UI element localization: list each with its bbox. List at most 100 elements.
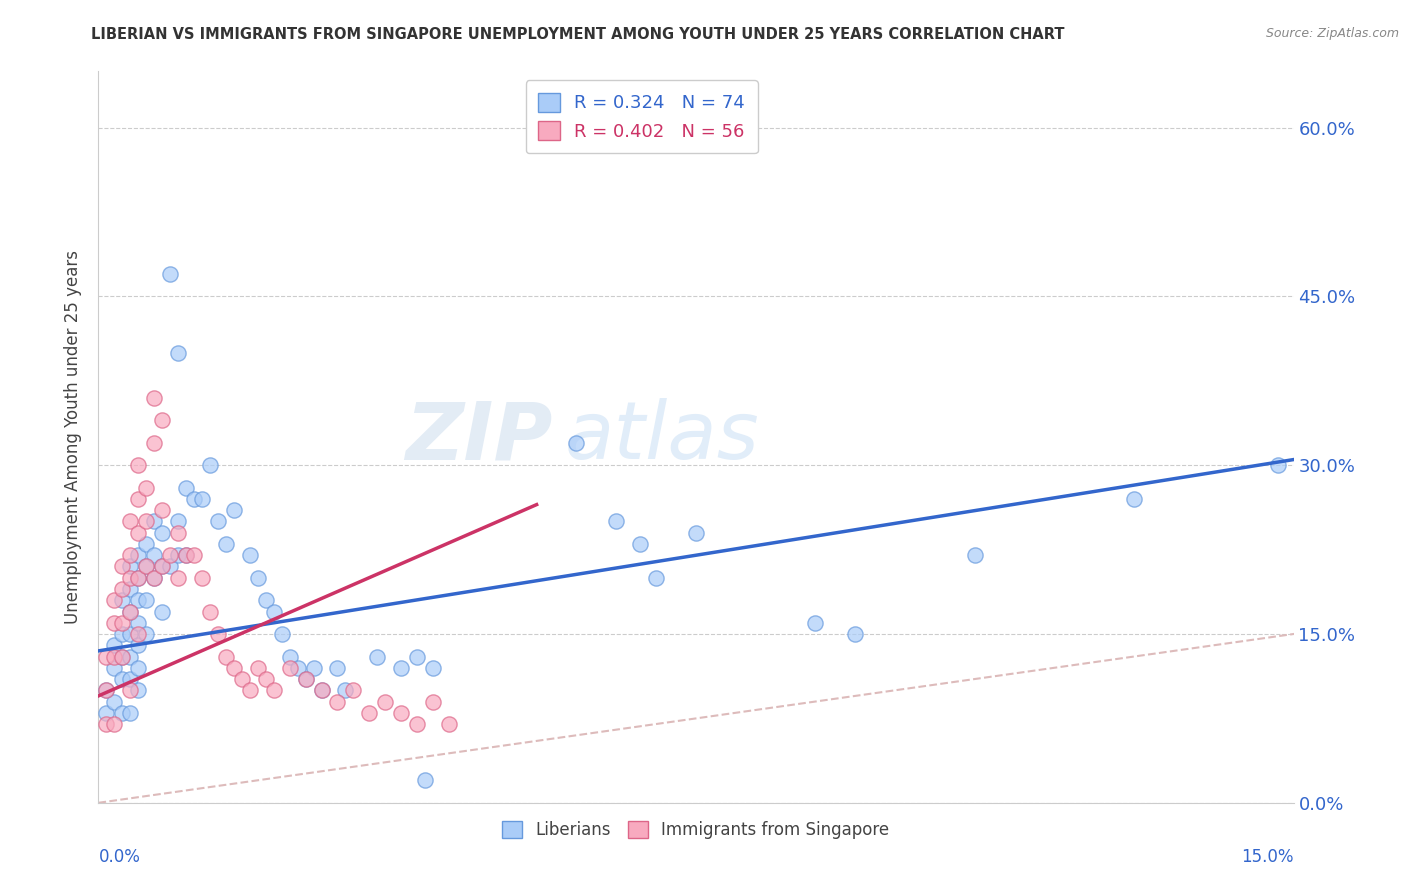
- Point: [311, 683, 333, 698]
- Point: [135, 515, 157, 529]
- Point: [366, 649, 388, 664]
- Point: [246, 571, 269, 585]
- Point: [422, 694, 444, 708]
- Point: [413, 773, 436, 788]
- Point: [111, 627, 134, 641]
- Point: [120, 515, 142, 529]
- Point: [263, 683, 285, 698]
- Point: [804, 615, 827, 630]
- Point: [96, 683, 118, 698]
- Point: [143, 548, 166, 562]
- Point: [127, 491, 149, 506]
- Point: [215, 649, 238, 664]
- Point: [120, 672, 142, 686]
- Point: [645, 571, 668, 585]
- Point: [150, 559, 173, 574]
- Point: [342, 683, 364, 698]
- Point: [183, 491, 205, 506]
- Point: [103, 661, 125, 675]
- Point: [111, 672, 134, 686]
- Point: [963, 548, 986, 562]
- Point: [326, 661, 349, 675]
- Point: [96, 717, 118, 731]
- Point: [135, 559, 157, 574]
- Point: [406, 649, 429, 664]
- Point: [207, 515, 229, 529]
- Point: [127, 627, 149, 641]
- Point: [231, 672, 253, 686]
- Point: [127, 615, 149, 630]
- Point: [127, 638, 149, 652]
- Point: [143, 571, 166, 585]
- Point: [191, 571, 214, 585]
- Point: [263, 605, 285, 619]
- Point: [111, 706, 134, 720]
- Point: [103, 694, 125, 708]
- Point: [103, 649, 125, 664]
- Point: [127, 571, 149, 585]
- Point: [278, 661, 301, 675]
- Point: [254, 593, 277, 607]
- Point: [111, 559, 134, 574]
- Point: [159, 267, 181, 281]
- Point: [198, 458, 221, 473]
- Point: [135, 537, 157, 551]
- Point: [239, 548, 262, 562]
- Point: [159, 548, 181, 562]
- Point: [422, 661, 444, 675]
- Point: [239, 683, 262, 698]
- Text: atlas: atlas: [565, 398, 759, 476]
- Point: [254, 672, 277, 686]
- Point: [685, 525, 707, 540]
- Point: [135, 559, 157, 574]
- Point: [326, 694, 349, 708]
- Point: [96, 683, 118, 698]
- Point: [96, 706, 118, 720]
- Point: [120, 649, 142, 664]
- Point: [844, 627, 866, 641]
- Point: [374, 694, 396, 708]
- Point: [120, 683, 142, 698]
- Point: [191, 491, 214, 506]
- Text: ZIP: ZIP: [405, 398, 553, 476]
- Point: [135, 481, 157, 495]
- Point: [406, 717, 429, 731]
- Legend: Liberians, Immigrants from Singapore: Liberians, Immigrants from Singapore: [496, 814, 896, 846]
- Point: [222, 503, 245, 517]
- Point: [302, 661, 325, 675]
- Point: [103, 615, 125, 630]
- Point: [111, 593, 134, 607]
- Point: [120, 571, 142, 585]
- Point: [103, 638, 125, 652]
- Point: [167, 571, 190, 585]
- Point: [143, 515, 166, 529]
- Text: Source: ZipAtlas.com: Source: ZipAtlas.com: [1265, 27, 1399, 40]
- Point: [127, 571, 149, 585]
- Point: [150, 605, 173, 619]
- Point: [111, 615, 134, 630]
- Point: [287, 661, 309, 675]
- Point: [111, 649, 134, 664]
- Point: [103, 593, 125, 607]
- Point: [120, 627, 142, 641]
- Point: [120, 559, 142, 574]
- Point: [96, 649, 118, 664]
- Point: [215, 537, 238, 551]
- Point: [359, 706, 381, 720]
- Point: [437, 717, 460, 731]
- Text: LIBERIAN VS IMMIGRANTS FROM SINGAPORE UNEMPLOYMENT AMONG YOUTH UNDER 25 YEARS CO: LIBERIAN VS IMMIGRANTS FROM SINGAPORE UN…: [91, 27, 1064, 42]
- Point: [167, 548, 190, 562]
- Point: [174, 548, 197, 562]
- Point: [389, 706, 412, 720]
- Point: [294, 672, 316, 686]
- Text: 0.0%: 0.0%: [98, 847, 141, 866]
- Point: [167, 345, 190, 359]
- Point: [150, 559, 173, 574]
- Point: [174, 481, 197, 495]
- Point: [150, 503, 173, 517]
- Y-axis label: Unemployment Among Youth under 25 years: Unemployment Among Youth under 25 years: [65, 250, 83, 624]
- Point: [120, 582, 142, 596]
- Point: [207, 627, 229, 641]
- Point: [150, 525, 173, 540]
- Point: [143, 391, 166, 405]
